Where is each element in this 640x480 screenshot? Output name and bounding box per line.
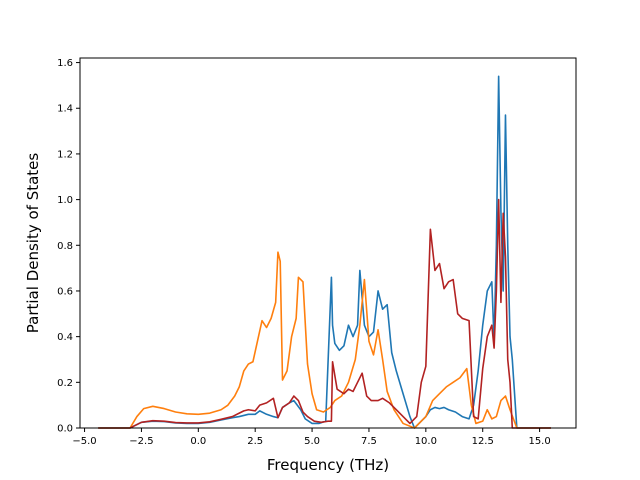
y-tick-label: 0.2 [57, 378, 73, 389]
plot-frame [79, 57, 577, 429]
x-tick-label: −5.0 [72, 436, 96, 447]
x-tick-label: 0.0 [190, 436, 206, 447]
x-tick-label: 12.5 [472, 436, 494, 447]
x-axis-label: Frequency (THz) [267, 456, 389, 474]
y-tick-label: 0.4 [57, 332, 73, 343]
x-tick-label: 5.0 [304, 436, 320, 447]
x-tick-label: 2.5 [247, 436, 263, 447]
y-tick-label: 0.6 [57, 286, 73, 297]
y-tick-label: 1.6 [57, 58, 73, 69]
x-tick-label: 15.0 [528, 436, 550, 447]
series-line-1 [98, 75, 551, 429]
y-tick-label: 1.0 [57, 195, 73, 206]
x-tick-label: 7.5 [361, 436, 377, 447]
series-layer [98, 75, 551, 429]
y-axis-label: Partial Density of States [24, 153, 42, 334]
y-tick-label: 1.4 [57, 104, 73, 115]
series-line-2 [98, 251, 551, 429]
x-tick-label: 10.0 [415, 436, 437, 447]
x-tick-label: −2.5 [129, 436, 153, 447]
y-axis-ticks: 0.0 0.2 0.4 0.6 0.8 1.0 1.2 1.4 1.6 [57, 58, 80, 435]
series-line-3 [98, 198, 551, 429]
y-tick-label: 0.8 [57, 241, 73, 252]
y-tick-label: 0.0 [57, 424, 73, 435]
y-tick-label: 1.2 [57, 149, 73, 160]
x-axis-ticks: −5.0 −2.5 0.0 2.5 5.0 7.5 10.0 12.5 15.0 [72, 428, 551, 447]
